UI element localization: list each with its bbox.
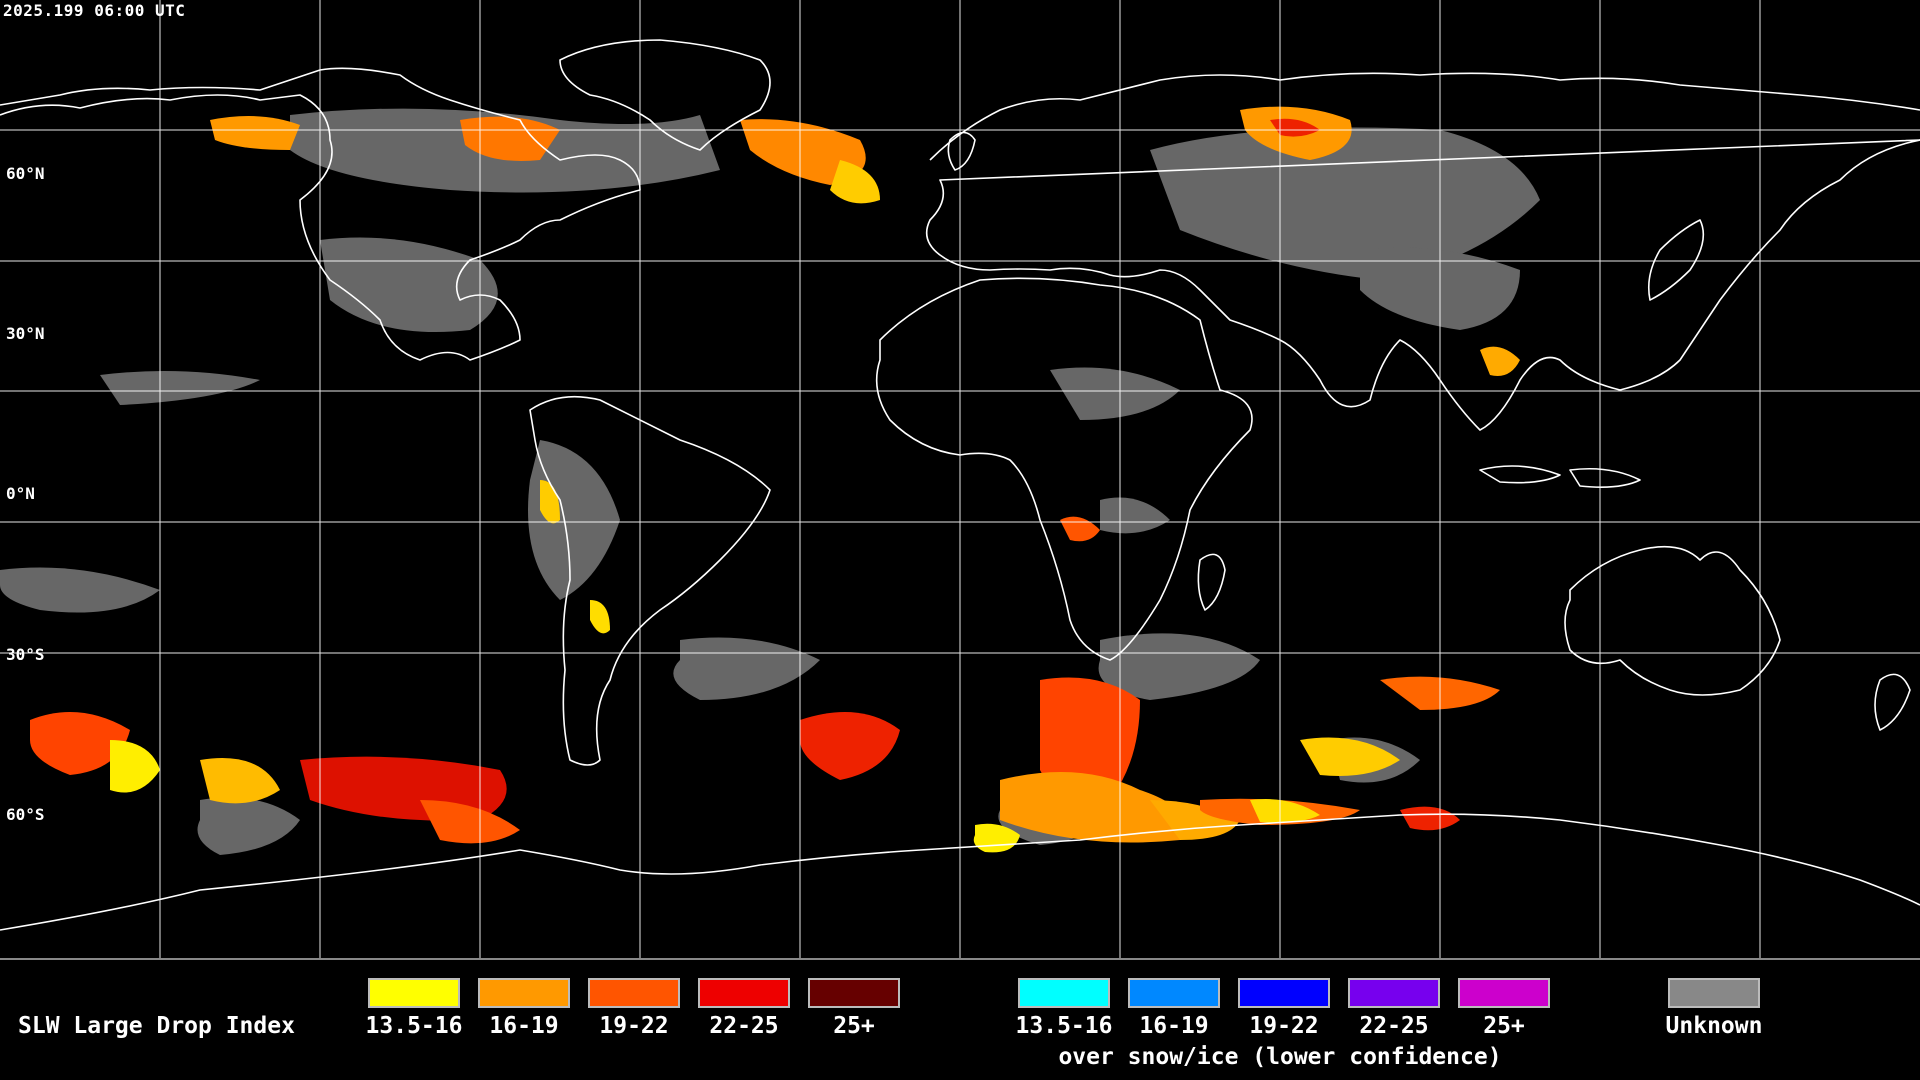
- north-america-coastline: [0, 67, 641, 361]
- swatch-maroon: [808, 978, 900, 1008]
- lat-label-0n: 0°N: [6, 484, 35, 503]
- legend-label: 25+: [1483, 1013, 1525, 1039]
- swatch-dark-orange: [588, 978, 680, 1008]
- legend-label: 25+: [833, 1013, 875, 1039]
- antarctica-coastline: [0, 813, 1920, 931]
- indonesia-coastline: [1479, 465, 1641, 488]
- snow-ice-caption: over snow/ice (lower confidence): [1058, 1044, 1502, 1070]
- legend-label: 16-19: [489, 1013, 559, 1039]
- legend-label: 13.5-16: [365, 1013, 463, 1039]
- new-zealand-coastline: [1874, 673, 1911, 731]
- swatch-purple: [1348, 978, 1440, 1008]
- legend-panel: [0, 960, 1920, 1080]
- south-america-coastline: [529, 395, 771, 766]
- legend-label: 19-22: [1249, 1013, 1319, 1039]
- greenland-coastline: [559, 39, 771, 151]
- swatch-blue: [1238, 978, 1330, 1008]
- africa-coastline: [875, 277, 1253, 661]
- legend-label: 22-25: [1359, 1013, 1429, 1039]
- lat-label-60s: 60°S: [6, 805, 45, 824]
- swatch-unknown: [1668, 978, 1760, 1008]
- lat-label-30s: 30°S: [6, 645, 45, 664]
- lat-label-30n: 30°N: [6, 324, 45, 343]
- swatch-yellow: [368, 978, 460, 1008]
- world-map: [0, 0, 1920, 958]
- legend-label: 16-19: [1139, 1013, 1209, 1039]
- swatch-cyan: [1018, 978, 1110, 1008]
- lat-lon-grid: [0, 0, 1920, 958]
- legend-title: SLW Large Drop Index: [18, 1013, 295, 1039]
- legend-label-unknown: Unknown: [1665, 1013, 1763, 1039]
- swatch-orange: [478, 978, 570, 1008]
- swatch-light-blue: [1128, 978, 1220, 1008]
- timestamp-label: 2025.199 06:00 UTC: [3, 1, 186, 20]
- japan-coastline: [1647, 219, 1705, 301]
- legend-label: 13.5-16: [1015, 1013, 1113, 1039]
- australia-coastline: [1564, 545, 1781, 696]
- map-border: [0, 958, 1920, 960]
- eurasia-coastline: [925, 72, 1920, 431]
- uk-coastline: [947, 131, 976, 171]
- swatch-magenta: [1458, 978, 1550, 1008]
- sld-index-layer: [30, 106, 1520, 853]
- legend-label: 22-25: [709, 1013, 779, 1039]
- coastlines: [0, 39, 1920, 931]
- madagascar-coastline: [1197, 553, 1226, 611]
- swatch-red: [698, 978, 790, 1008]
- legend-label: 19-22: [599, 1013, 669, 1039]
- lat-label-60n: 60°N: [6, 164, 45, 183]
- map-panel: 2025.199 06:00 UTC 60°N 30°N 0°N 30°S 60…: [0, 0, 1920, 958]
